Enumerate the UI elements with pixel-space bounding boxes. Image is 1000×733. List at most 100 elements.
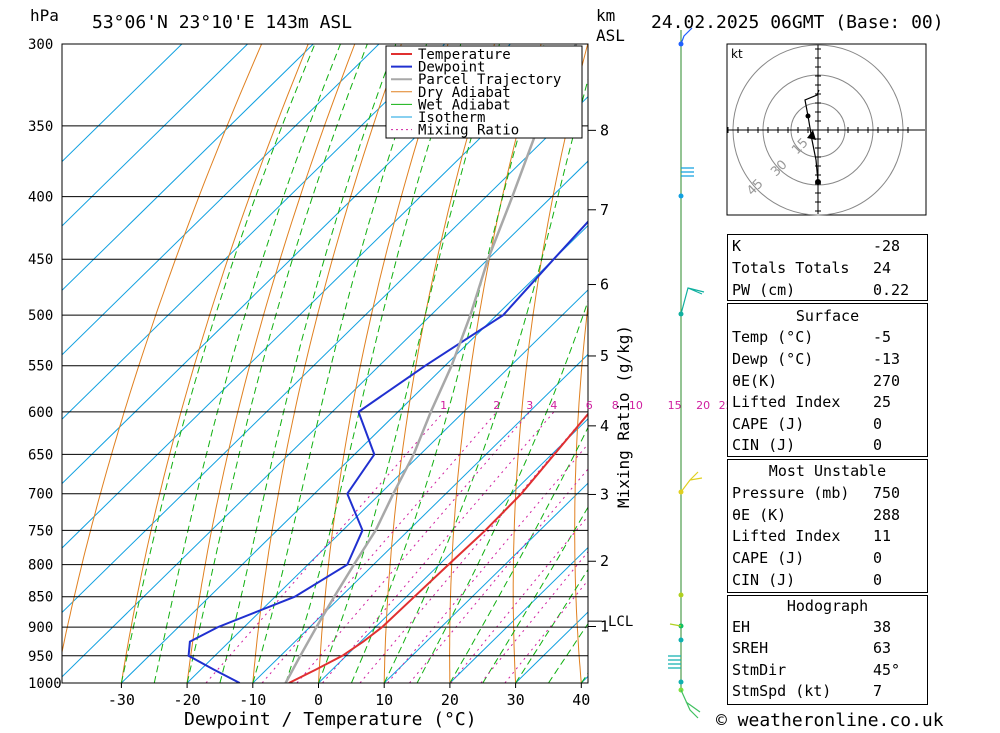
wind-barb: [680, 471, 703, 493]
mu-thetae-row: θE (K) 288: [732, 506, 901, 524]
pressure-tick-label: 850: [28, 590, 53, 606]
pressure-tick-label: 750: [28, 523, 53, 539]
mixing-ratio-line: [261, 411, 498, 683]
x-tick-label: 40: [572, 691, 590, 709]
hodograph-title: Hodograph: [786, 597, 869, 615]
km-label: km: [596, 6, 616, 25]
mu-cape-row: CAPE (J) 0: [732, 549, 883, 567]
asl-label: ASL: [596, 26, 625, 45]
x-axis-title: Dewpoint / Temperature (°C): [184, 709, 477, 730]
isotherm-line: [62, 96, 588, 614]
mixing-ratio-tick-label: 2: [493, 399, 500, 412]
legend-entry: Wet Adiabat: [418, 97, 511, 113]
pressure-tick-label: 400: [28, 190, 53, 206]
hodograph-panel: Hodograph EH 38 SREH 63 StmDir 45° StmSpd (…: [727, 595, 928, 705]
legend-entry: Mixing Ratio: [418, 123, 519, 139]
wind-barb: [680, 287, 705, 315]
wet-adiabat-line: [449, 426, 588, 683]
dry-adiabat-line: [957, 44, 1000, 683]
height-tick-label: 8: [600, 121, 609, 139]
pressure-tick-label: 800: [28, 558, 53, 574]
wind-barb: [681, 167, 694, 177]
basic-indices-panel: K -28 Totals Totals 24 PW (cm) 0.22: [727, 234, 928, 301]
mixing-ratio-line: [450, 515, 588, 683]
legend-entry: Parcel Trajectory: [418, 72, 561, 88]
isotherm-line: [318, 418, 588, 683]
parcel-trajectory-line: [284, 44, 578, 683]
height-tick-label: 5: [600, 347, 609, 365]
height-tick-label: 1: [600, 617, 609, 635]
pressure-tick-label: 650: [28, 447, 53, 463]
isotherm-line: [62, 44, 446, 420]
wind-barb: [669, 623, 682, 627]
isotherm-line: [62, 44, 380, 356]
wind-level-dot: [678, 193, 684, 199]
wind-barb: [680, 27, 693, 45]
height-tick-label: 7: [600, 201, 609, 219]
x-tick-label: -10: [239, 691, 266, 709]
dewpoint-line: [187, 220, 588, 683]
mixing-ratio-tick-label: 1: [440, 399, 447, 412]
wind-barb: [680, 689, 701, 719]
legend-entry: Dewpoint: [418, 60, 485, 76]
isotherm-line: [62, 44, 248, 227]
x-tick-label: 10: [375, 691, 393, 709]
x-tick-label: -30: [108, 691, 135, 709]
isotherm-line: [62, 44, 314, 292]
isotherm-line: [62, 44, 183, 163]
pressure-tick-label: 500: [28, 308, 53, 324]
mu-li-row: Lifted Index 11: [732, 527, 892, 545]
wind-level-dot: [678, 637, 684, 643]
mixing-ratio-line: [296, 411, 531, 683]
totals-totals-row: Totals Totals 24: [732, 259, 892, 277]
pressure-tick-label: 600: [28, 405, 53, 421]
x-tick-label: 0: [314, 691, 323, 709]
dry-adiabat-line: [62, 44, 263, 655]
legend-box: [385, 45, 583, 139]
wet-adiabat-line: [219, 44, 397, 683]
mixing-ratio-tick-label: 20: [696, 399, 710, 412]
mixing-ratio-tick-label: 4: [550, 399, 557, 412]
height-tick-label: 4: [600, 417, 609, 435]
pressure-tick-label: 900: [28, 620, 53, 636]
wet-adiabat-line: [153, 44, 341, 683]
mixing-ratio-line: [205, 411, 444, 683]
pressure-tick-label: 300: [28, 37, 53, 53]
pw-row: PW (cm) 0.22: [732, 281, 910, 299]
isotherm-line: [252, 353, 588, 683]
wind-level-dot: [678, 679, 684, 685]
mixing-ratio-tick-label: 10: [629, 399, 643, 412]
wind-barb: [668, 655, 681, 669]
x-tick-label: 20: [441, 691, 459, 709]
isotherm-line: [186, 289, 588, 683]
isotherm-line: [383, 482, 588, 683]
datetime-title: 24.02.2025 06GMT (Base: 00): [651, 12, 944, 33]
surface-cape-row: CAPE (J) 0: [732, 415, 883, 433]
hodograph-point: [805, 113, 811, 119]
mixing-ratio-tick-label: 15: [668, 399, 682, 412]
legend-entry: Dry Adiabat: [418, 85, 511, 101]
height-tick-label: 3: [600, 485, 609, 503]
wind-level-dot: [678, 592, 684, 598]
eh-row: EH 38: [732, 618, 892, 636]
isotherm-line: [62, 160, 588, 678]
hodograph-surface-point: [815, 179, 821, 185]
hodograph-unit-label: kt: [731, 47, 743, 61]
isotherm-line: [121, 224, 588, 683]
legend-entry: Isotherm: [418, 110, 485, 126]
height-tick-label: 6: [600, 276, 609, 294]
height-tick-label: 2: [600, 552, 609, 570]
sreh-row: SREH 63: [732, 639, 892, 657]
mixing-ratio-tick-label: 8: [612, 399, 619, 412]
k-index-row: K -28: [732, 237, 901, 255]
surface-temp-row: Temp (°C) -5: [732, 328, 892, 346]
most-unstable-panel: Most Unstable Pressure (mb) 750 θE (K) 288…: [727, 459, 928, 593]
x-tick-label: 30: [507, 691, 525, 709]
surface-li-row: Lifted Index 25: [732, 393, 892, 411]
credit-link[interactable]: © weatheronline.co.uk: [716, 710, 944, 731]
legend-entry: Temperature: [418, 47, 511, 63]
mixing-ratio-line: [322, 411, 555, 683]
location-title: 53°06'N 23°10'E 143m ASL: [92, 12, 353, 33]
most-unstable-title: Most Unstable: [768, 462, 887, 480]
